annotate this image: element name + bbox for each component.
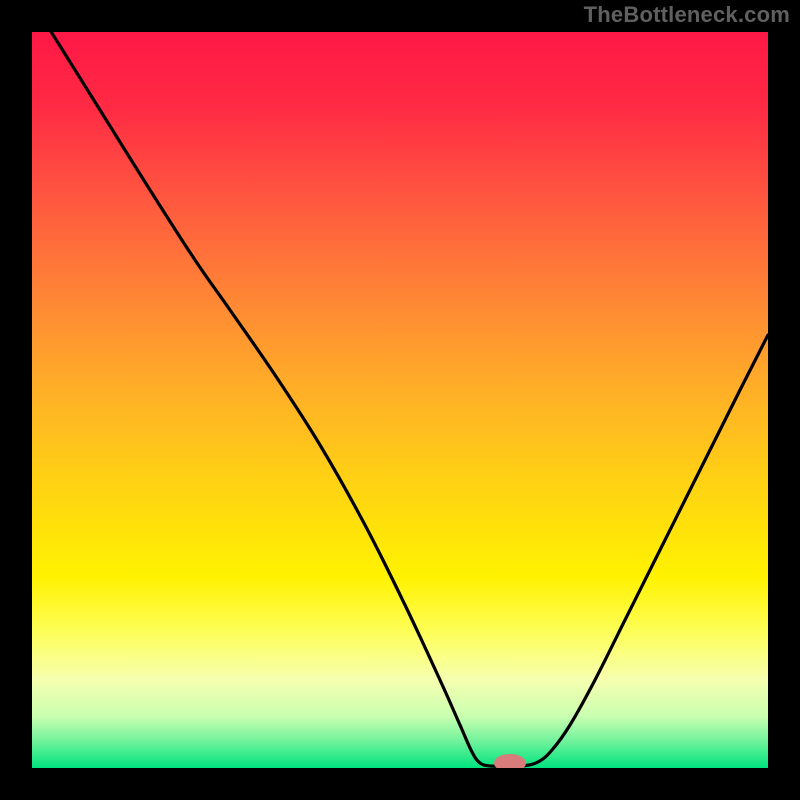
- watermark-text: TheBottleneck.com: [584, 2, 790, 28]
- plot-background: [32, 32, 768, 768]
- bottleneck-chart: [0, 0, 800, 800]
- chart-frame: TheBottleneck.com: [0, 0, 800, 800]
